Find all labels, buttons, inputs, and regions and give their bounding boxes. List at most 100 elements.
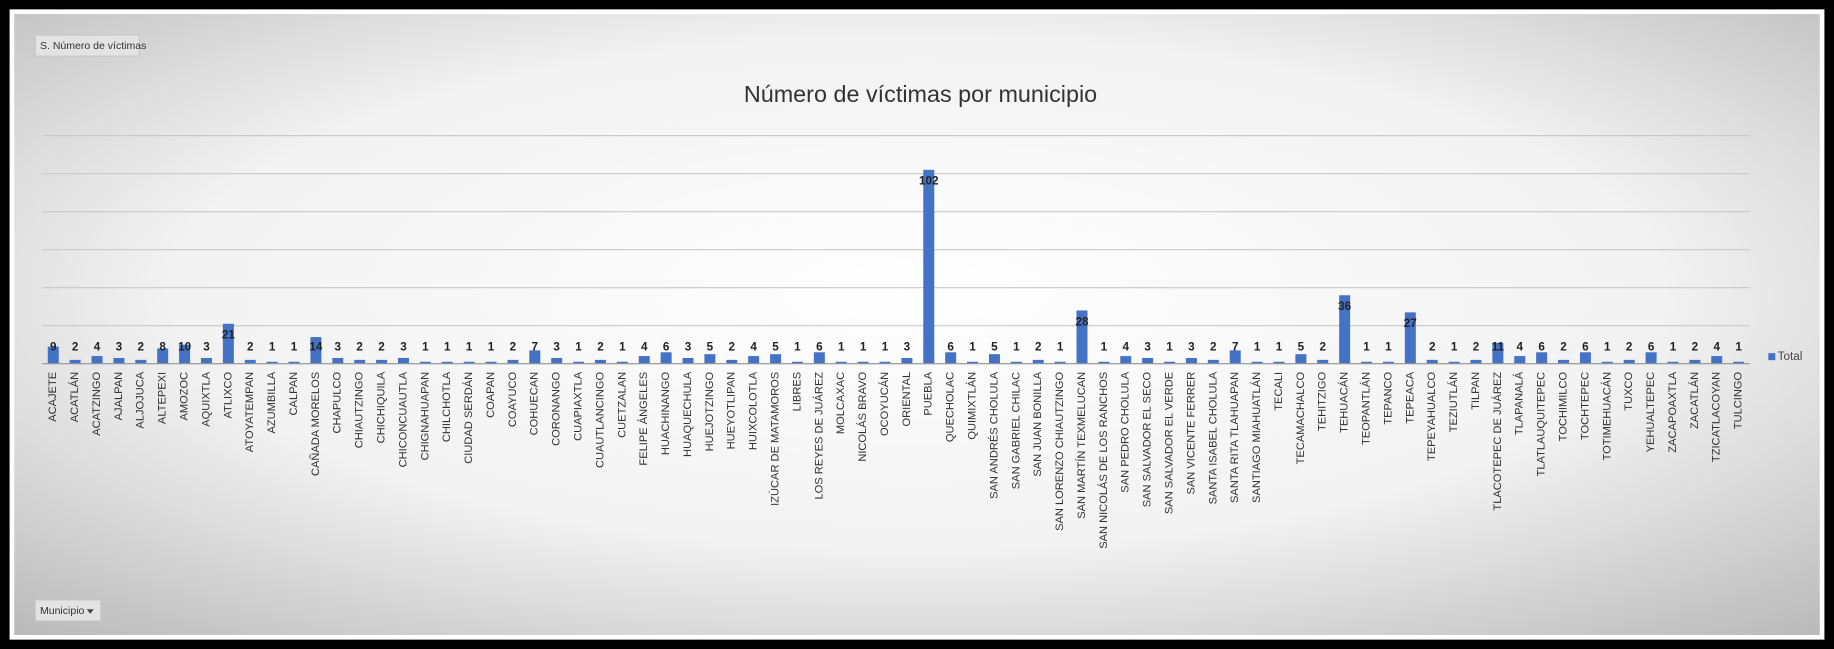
value-label: 2: [72, 340, 79, 353]
x-tick-label: CUAUTLANCINGO: [594, 371, 606, 468]
x-tick-label: HUEYOTLIPAN: [726, 372, 738, 449]
value-label: 5: [707, 340, 714, 353]
bar: [1514, 356, 1526, 364]
x-tick-label: SAN PEDRO CHOLULA: [1120, 371, 1132, 492]
value-label: 2: [510, 340, 517, 353]
x-tick-label: SAN MARTÍN TEXMELUCAN: [1075, 372, 1088, 519]
value-label: 1: [1166, 340, 1173, 353]
x-tick-label: CALPAN: [288, 372, 300, 416]
bar: [91, 356, 103, 364]
value-label: 5: [772, 340, 779, 353]
value-label: 14: [309, 340, 323, 353]
x-tick-label: SAN SALVADOR EL VERDE: [1163, 372, 1175, 514]
value-label: 1: [1670, 340, 1677, 353]
x-tick-label: PUEBLA: [923, 371, 935, 415]
axis-button-label: Municipio: [40, 605, 85, 617]
value-label: 3: [203, 340, 210, 353]
value-label: 1: [969, 340, 976, 353]
value-label: 2: [1429, 340, 1436, 353]
x-tick-label: TEPEYAHUALCO: [1426, 371, 1438, 461]
bar: [616, 361, 628, 364]
bar: [1339, 295, 1351, 364]
x-tick-label: AMOZOC: [179, 372, 191, 421]
bar: [726, 359, 738, 364]
bar: [69, 359, 81, 364]
bar: [397, 357, 409, 364]
bar: [923, 169, 935, 364]
x-tick-label: TEHUACÁN: [1338, 372, 1351, 433]
value-label: 102: [919, 175, 939, 188]
bar: [682, 357, 694, 364]
value-label: 1: [1385, 340, 1392, 353]
x-tick-label: TOTIMEHUACÁN: [1600, 372, 1613, 461]
bar: [1536, 352, 1548, 364]
bar: [1120, 356, 1132, 364]
value-label: 4: [641, 340, 648, 353]
bar: [288, 361, 300, 364]
x-tick-label: TOCHTEPEC: [1579, 372, 1591, 440]
x-tick-label: SAN SALVADOR EL SECO: [1142, 371, 1154, 507]
bar: [791, 361, 803, 364]
bar: [967, 361, 979, 364]
x-tick-label: TEPEACA: [1404, 371, 1416, 423]
bar: [1579, 352, 1591, 364]
bar: [113, 357, 125, 364]
x-tick-label: ZACATLÁN: [1688, 372, 1701, 429]
x-tick-label: CUETZALAN: [616, 372, 628, 438]
bar: [988, 354, 1000, 364]
bar: [244, 359, 256, 364]
chart-area: [14, 14, 1820, 635]
bar: [1448, 361, 1460, 364]
bar: [1251, 361, 1263, 364]
x-tick-label: TLATLAUQUITEPEC: [1536, 372, 1548, 477]
field-button-label: S. Número de víctimas: [40, 40, 146, 52]
x-tick-label: COHUECAN: [529, 372, 541, 436]
value-label: 2: [1692, 340, 1699, 353]
x-tick-label: QUIMIXTLÁN: [965, 372, 978, 440]
bar: [1273, 361, 1285, 364]
field-button[interactable]: [34, 34, 140, 57]
value-label: 1: [291, 340, 298, 353]
value-label: 2: [247, 340, 254, 353]
value-label: 2: [1560, 340, 1567, 353]
value-label: 4: [1517, 340, 1524, 353]
bar: [1382, 361, 1394, 364]
value-label: 1: [794, 340, 801, 353]
x-tick-label: TUXCO: [1623, 371, 1635, 410]
x-tick-label: CHICONCUAUTLA: [397, 371, 409, 467]
x-tick-label: AQUIXTLA: [200, 371, 212, 426]
bar: [1645, 352, 1657, 364]
value-label: 1: [838, 340, 845, 353]
value-label: 9: [50, 340, 57, 353]
dropdown-arrow[interactable]: [86, 609, 94, 614]
x-tick-label: SAN LORENZO CHIAUTZINGO: [1054, 371, 1066, 530]
value-label: 3: [904, 340, 911, 353]
x-tick-label: COAPAN: [485, 372, 497, 418]
x-tick-label: COAYUCO: [507, 372, 519, 428]
value-label: 11: [1492, 340, 1505, 353]
x-tick-label: TILPAN: [1470, 372, 1482, 410]
x-tick-label: TEZIUTLÁN: [1447, 372, 1460, 432]
axis-button[interactable]: [34, 599, 102, 622]
value-label: 1: [619, 340, 626, 353]
legend-label: Total: [1778, 350, 1803, 363]
value-label: 1: [1254, 340, 1261, 353]
x-tick-label: AZUMBILLA: [266, 371, 278, 433]
chart-title: Número de víctimas por municipio: [744, 81, 1097, 107]
x-tick-label: CHICHIQUILA: [376, 371, 388, 443]
value-label: 7: [1232, 340, 1239, 353]
bar: [551, 357, 563, 364]
value-label: 1: [269, 340, 276, 353]
x-tick-label: OCOYUCÁN: [878, 372, 891, 436]
value-label: 1: [1101, 340, 1108, 353]
bar: [47, 346, 59, 364]
value-label: 1: [575, 340, 582, 353]
x-tick-label: ORIENTAL: [901, 372, 913, 427]
bar: [770, 354, 782, 364]
value-label: 2: [1035, 340, 1042, 353]
x-tick-label: TECALI: [1273, 372, 1285, 411]
x-tick-label: LOS REYES DE JUÁREZ: [812, 372, 825, 500]
bar: [463, 361, 475, 364]
bar: [638, 356, 650, 364]
